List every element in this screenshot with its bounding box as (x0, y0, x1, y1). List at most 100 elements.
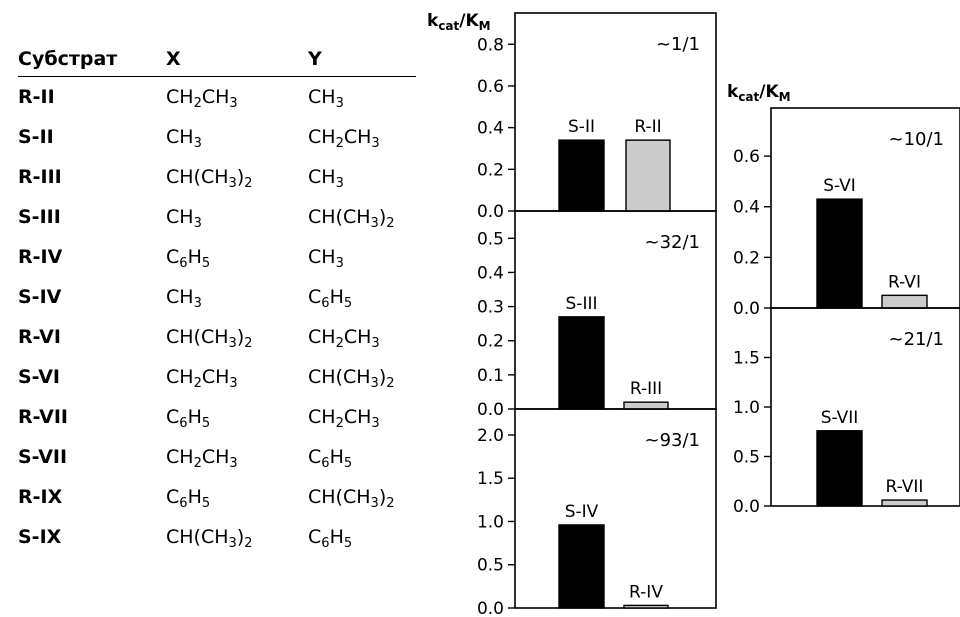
cell-y: CH(CH3)2 (308, 486, 395, 511)
chart-panel-4: 0.0 0.2 0.4 0.6 S-VI R-VI ~10/1 (733, 107, 960, 319)
cell-x: C6H5 (166, 246, 211, 271)
ratio-annotation: ~32/1 (644, 232, 700, 253)
chart-panel-5: 0.0 0.5 1.0 1.5 S-VII R-VII ~21/1 (733, 307, 960, 517)
y-tick-label: 1.5 (477, 469, 504, 489)
bar-label: R-IV (629, 582, 663, 602)
ylabel-left-cat: cat (438, 19, 459, 33)
cell-x: CH2CH3 (166, 366, 238, 391)
cell-y: CH(CH3)2 (308, 366, 395, 391)
cell-substrate: R-VII (18, 406, 68, 428)
cell-y: CH3 (308, 246, 344, 271)
table-row: R-II CH2CH3 CH3 (18, 77, 416, 117)
ylabel-right-cat: cat (738, 90, 759, 104)
y-tick-label: 1.5 (733, 349, 760, 369)
cell-y: CH2CH3 (308, 126, 380, 151)
ratio-annotation: ~93/1 (644, 430, 700, 451)
y-tick-label: 0.0 (477, 202, 504, 222)
ylabel-left-m: M (479, 19, 491, 33)
cell-substrate: R-VI (18, 326, 61, 348)
y-tick-label: 0.4 (733, 198, 760, 218)
table-row: S-IV CH3 C6H5 (18, 277, 416, 317)
table-row: S-IX CH(CH3)2 C6H5 (18, 517, 416, 557)
table-row: S-VI CH2CH3 CH(CH3)2 (18, 357, 416, 397)
substrate-table: Субстрат X Y R-II CH2CH3 CH3 S-II CH3 CH2CH3 R… (18, 48, 416, 557)
ylabel-left: kcat/KM (427, 11, 491, 33)
header-x: X (166, 48, 181, 70)
y-tick-label: 0.2 (477, 332, 504, 352)
cell-substrate: S-II (18, 126, 54, 148)
bar-s-ii (558, 139, 605, 212)
y-tick-label: 0.2 (733, 248, 760, 268)
y-tick-label: 1.0 (477, 512, 504, 532)
table-body: R-II CH2CH3 CH3 S-II CH3 CH2CH3 R-III CH(CH3)2 C… (18, 77, 416, 557)
cell-y: CH3 (308, 166, 344, 191)
chart-panels: 0.0 0.2 0.4 0.6 0.8 S-II R-II ~1/1 0.0 0.1 0.2 0.3 0… (477, 12, 960, 617)
bar-label: S-VI (823, 176, 856, 196)
y-tick-label: 0.8 (477, 35, 504, 55)
table-row: R-III CH(CH3)2 CH3 (18, 157, 416, 197)
y-tick-label: 2.0 (477, 426, 504, 446)
ylabel-right-k: k (727, 82, 739, 102)
y-tick-label: 0.0 (477, 599, 504, 617)
y-tick-label: 0.0 (477, 400, 504, 420)
cell-y: C6H5 (308, 286, 353, 311)
cell-x: CH2CH3 (166, 86, 238, 111)
bar-label: R-III (630, 379, 662, 399)
bar-s-vi (816, 198, 863, 309)
table-header: Субстрат X Y (18, 48, 416, 77)
bar-s-vii (816, 430, 863, 507)
cell-y: CH2CH3 (308, 326, 380, 351)
y-tick-label: 0.0 (733, 299, 760, 319)
cell-x: CH3 (166, 126, 202, 151)
table-row: R-VI CH(CH3)2 CH2CH3 (18, 317, 416, 357)
y-tick-label: 0.2 (477, 160, 504, 180)
table-row: S-III CH3 CH(CH3)2 (18, 197, 416, 237)
y-tick-label: 0.5 (733, 448, 760, 468)
cell-substrate: S-III (18, 206, 61, 228)
bar-s-iii (558, 316, 605, 410)
y-tick-label: 0.6 (733, 147, 760, 167)
y-tick-label: 0.4 (477, 119, 504, 139)
cell-x: CH3 (166, 286, 202, 311)
ylabel-left-slash: /K (459, 11, 479, 31)
table-row: R-VII C6H5 CH2CH3 (18, 397, 416, 437)
cell-substrate: R-III (18, 166, 62, 188)
cell-x: CH(CH3)2 (166, 526, 253, 551)
bar-label: R-II (634, 117, 661, 137)
bar-r-ii (625, 139, 671, 212)
cell-x: C6H5 (166, 486, 211, 511)
y-tick-label: 0.5 (477, 556, 504, 576)
bar-label: S-III (566, 294, 598, 314)
bar-r-vi (881, 294, 928, 309)
cell-y: CH3 (308, 86, 344, 111)
ratio-annotation: ~21/1 (888, 329, 944, 350)
cell-y: C6H5 (308, 526, 353, 551)
cell-substrate: S-IV (18, 286, 62, 308)
bar-label: S-II (568, 117, 595, 137)
y-tick-label: 0.5 (477, 229, 504, 249)
y-tick-label: 0.6 (477, 77, 504, 97)
bar-label: S-VII (821, 408, 859, 428)
cell-y: CH(CH3)2 (308, 206, 395, 231)
ylabel-right-m: M (779, 90, 791, 104)
cell-substrate: S-VII (18, 446, 68, 468)
cell-x: C6H5 (166, 406, 211, 431)
bar-label: R-VII (886, 477, 924, 497)
table-row: S-II CH3 CH2CH3 (18, 117, 416, 157)
cell-substrate: R-IX (18, 486, 63, 508)
y-tick-label: 1.0 (733, 398, 760, 418)
cell-y: CH2CH3 (308, 406, 380, 431)
ratio-annotation: ~1/1 (656, 34, 700, 55)
y-tick-label: 0.1 (477, 366, 504, 386)
ylabel-right-slash: /K (759, 82, 779, 102)
y-tick-label: 0.3 (477, 298, 504, 318)
bar-r-iv (623, 604, 669, 609)
table-row: S-VII CH2CH3 C6H5 (18, 437, 416, 477)
panel-frame (514, 408, 717, 609)
bar-s-iv (558, 524, 605, 609)
cell-substrate: S-VI (18, 366, 60, 388)
ratio-annotation: ~10/1 (888, 129, 944, 150)
cell-x: CH3 (166, 206, 202, 231)
table-row: R-IV C6H5 CH3 (18, 237, 416, 277)
chart-panel-2: 0.0 0.1 0.2 0.3 0.4 0.5 S-III R-III ~32/1 (477, 210, 717, 420)
